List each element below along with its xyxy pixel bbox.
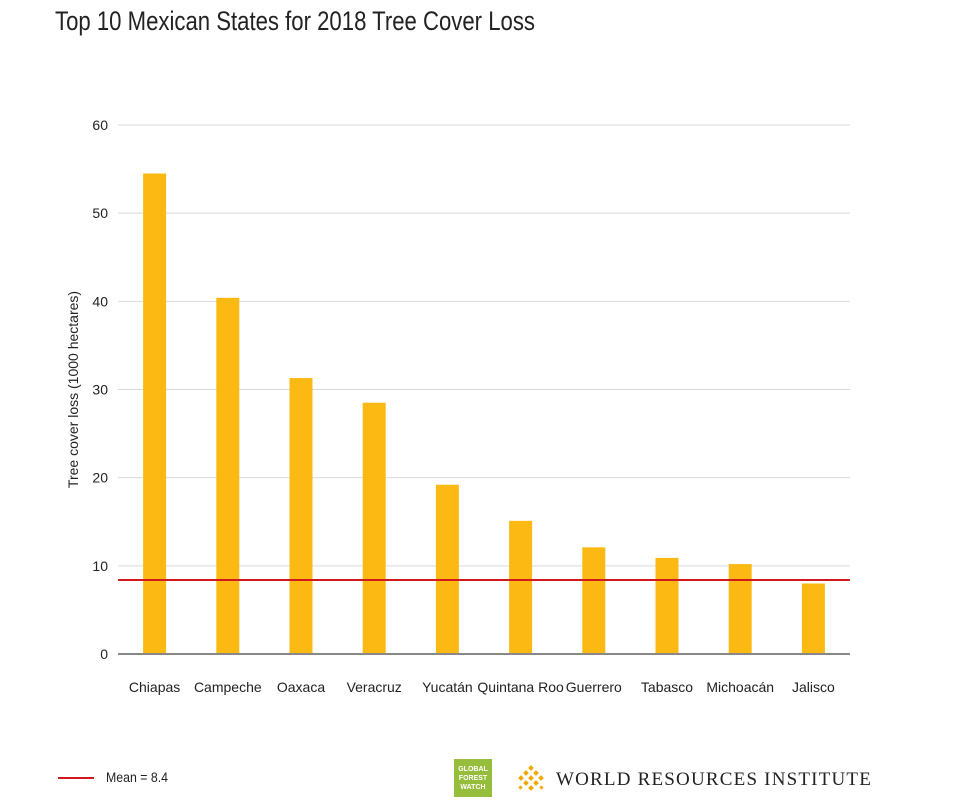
y-tick-label: 20 [92,470,108,486]
bar [143,173,167,654]
wri-logo-text: WORLD RESOURCES INSTITUTE [556,769,873,790]
y-tick-label: 40 [92,293,108,309]
bar [362,402,386,654]
gfw-logo-line: GLOBAL [458,765,488,773]
y-tick-label: 10 [92,558,108,574]
y-tick-label: 50 [92,205,108,221]
y-tick-label: 0 [100,646,108,662]
x-tick-label: Tabasco [641,679,693,695]
bar [655,557,679,654]
y-axis-label: Tree cover loss (1000 hectares) [65,291,81,488]
mean-legend-label: Mean = 8.4 [106,769,168,785]
bar-chart: 0 10 20 30 40 50 60 Tree cover loss (1000 hecta… [65,117,850,695]
x-tick-label: Michoacán [706,679,774,695]
bar [801,583,825,654]
bar [216,297,240,654]
y-tick-label: 30 [92,382,108,398]
bar [509,520,533,654]
global-forest-watch-logo: GLOBAL FOREST WATCH [454,759,492,797]
bar [582,547,606,654]
x-tick-label: Quintana Roo [477,679,564,695]
bar [435,484,459,654]
chart-title: Top 10 Mexican States for 2018 Tree Cove… [55,6,535,36]
bar [728,564,752,654]
x-tick-label: Chiapas [129,679,180,695]
y-tick-label: 60 [92,117,108,133]
bar [289,378,313,654]
x-tick-label: Veracruz [347,679,402,695]
x-tick-label: Guerrero [566,679,622,695]
gfw-logo-line: WATCH [460,783,486,791]
gfw-logo-line: FOREST [458,774,488,782]
x-tick-label: Jalisco [792,679,835,695]
mean-legend-swatch [58,777,94,779]
x-tick-label: Campeche [194,679,262,695]
wri-emblem-icon [518,765,544,791]
x-tick-label: Yucatán [422,679,473,695]
x-tick-label: Oaxaca [277,679,325,695]
